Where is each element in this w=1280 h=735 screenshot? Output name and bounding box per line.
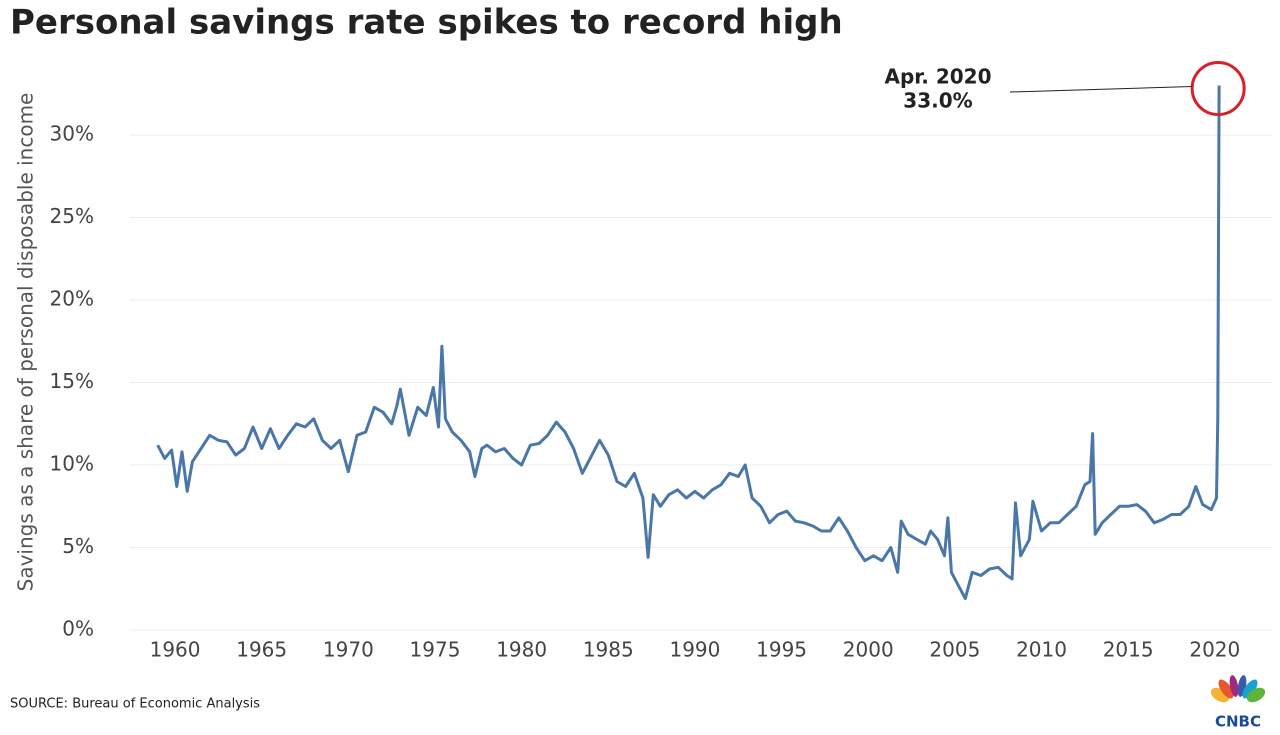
- annotation-leader: [1009, 86, 1193, 93]
- y-tick-label: 15%: [50, 369, 94, 393]
- x-tick-label: 1980: [496, 638, 547, 662]
- x-tick-label: 1990: [669, 638, 720, 662]
- line: [156, 85, 1221, 601]
- x-tick-label: 2000: [843, 638, 894, 662]
- x-tick-label: 1970: [323, 638, 374, 662]
- y-axis-label: Savings as a share of personal disposabl…: [14, 93, 38, 592]
- annotation-label: Apr. 2020: [884, 65, 991, 89]
- y-tick-label: 0%: [62, 617, 94, 641]
- logo: CNBC: [1210, 675, 1266, 731]
- x-tick-label: 1965: [236, 638, 287, 662]
- y-tick-label: 20%: [50, 287, 94, 311]
- y-tick-label: 5%: [62, 534, 94, 558]
- x-tick-label: 2015: [1103, 638, 1154, 662]
- x-tick-label: 1985: [583, 638, 634, 662]
- source: SOURCE: Bureau of Economic Analysis: [10, 697, 260, 712]
- annotation-circle: [1190, 61, 1246, 116]
- y-tick-label: 25%: [50, 204, 94, 228]
- x-tick-label: 1995: [756, 638, 807, 662]
- y-tick-label: 30%: [50, 122, 94, 146]
- y-tick-label: 10%: [50, 452, 94, 476]
- logo-text: CNBC: [1215, 713, 1261, 731]
- annotation-value: 33.0%: [903, 89, 972, 113]
- x-tick-label: 2020: [1189, 638, 1240, 662]
- chart-title: Personal savings rate spikes to record h…: [10, 3, 843, 43]
- x-tick-label: 1975: [410, 638, 461, 662]
- x-tick-label: 1960: [150, 638, 201, 662]
- x-tick-label: 2005: [929, 638, 980, 662]
- x-tick-label: 2010: [1016, 638, 1067, 662]
